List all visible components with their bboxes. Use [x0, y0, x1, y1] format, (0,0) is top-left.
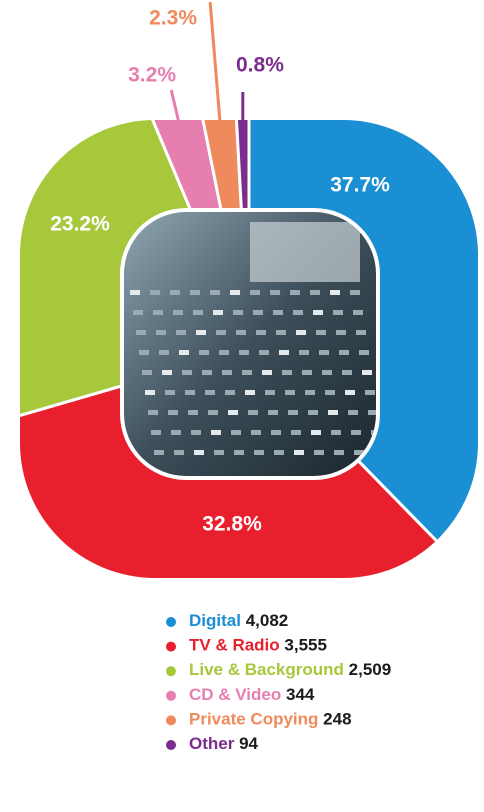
- mixer-image: [124, 212, 376, 476]
- legend-value: 248: [323, 710, 351, 729]
- share-label: 32.8%: [202, 513, 262, 536]
- share-label: 37.7%: [330, 174, 390, 197]
- legend-label: Digital: [189, 611, 241, 630]
- legend-label: CD & Video: [189, 685, 281, 704]
- legend-dot: [166, 740, 176, 750]
- legend-value: 4,082: [246, 611, 289, 630]
- legend-label: Private Copying: [189, 710, 318, 729]
- legend-value: 344: [286, 685, 315, 704]
- legend-entry: TV & Radio 3,555: [189, 636, 327, 655]
- leader-line: [169, 89, 181, 125]
- leader-line: [208, 1, 222, 125]
- share-label: 0.8%: [236, 54, 284, 77]
- legend-dot: [166, 666, 176, 677]
- legend-value: 94: [239, 734, 258, 753]
- slice: [247, 120, 478, 578]
- legend-entry: Other 94: [189, 734, 259, 753]
- legend-label: Live & Background: [189, 661, 344, 680]
- legend-dot: [166, 641, 176, 652]
- legend-dot: [166, 690, 176, 701]
- legend-entry: CD & Video 344: [189, 685, 315, 704]
- legend-entry: Digital 4,082: [189, 611, 288, 630]
- legend-label: TV & Radio: [189, 636, 280, 655]
- legend-entry: Live & Background 2,509: [189, 661, 391, 680]
- share-label: 2.3%: [149, 7, 197, 30]
- legend-value: 3,555: [284, 636, 327, 655]
- legend-dot: [166, 617, 176, 627]
- legend-entry: Private Copying 248: [189, 710, 352, 729]
- legend-dot: [166, 715, 176, 726]
- share-label: 3.2%: [128, 64, 176, 87]
- slice: [20, 347, 478, 578]
- legend-value: 2,509: [349, 661, 392, 680]
- legend-label: Other: [189, 734, 235, 753]
- share-label: 23.2%: [50, 213, 110, 236]
